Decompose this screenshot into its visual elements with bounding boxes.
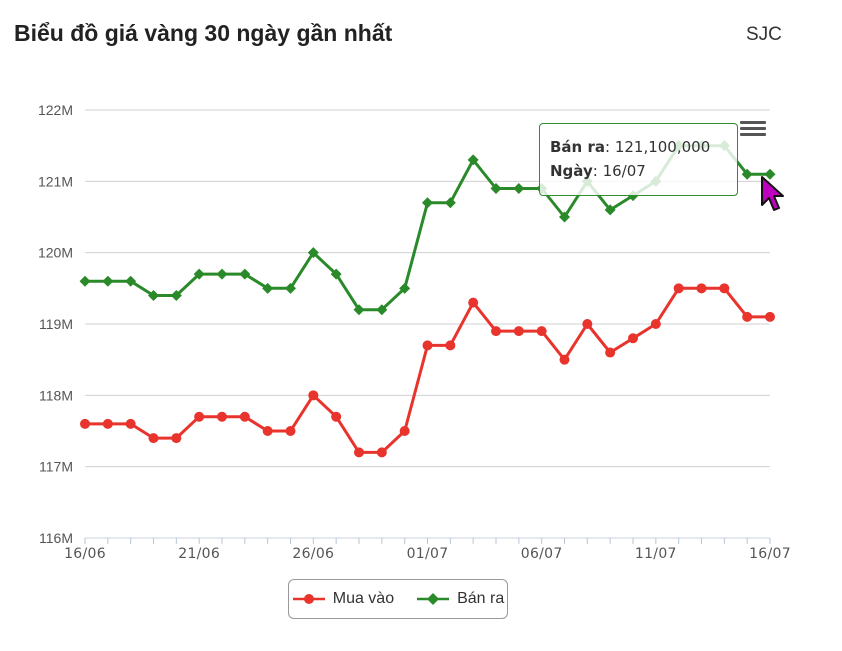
hamburger-menu-icon[interactable] bbox=[740, 118, 766, 138]
data-point-buy bbox=[376, 447, 387, 458]
x-tick-label: 01/07 bbox=[407, 546, 449, 562]
legend-item-buy[interactable]: Mua vào bbox=[292, 590, 394, 608]
data-point-sell bbox=[376, 304, 388, 316]
axis-layer: 116M 117M 118M 119M 120M 121M 122M 16/06 21/06 26… bbox=[38, 102, 791, 562]
y-tick-label: 119M bbox=[39, 316, 73, 332]
data-point-buy bbox=[262, 426, 273, 436]
brand-label: SJC bbox=[746, 24, 782, 45]
data-point-buy bbox=[171, 433, 182, 444]
data-point-buy bbox=[80, 418, 90, 429]
legend-item-sell[interactable]: Bán ra bbox=[416, 590, 504, 608]
legend-buy-label: Mua vào bbox=[332, 590, 395, 607]
data-point-buy bbox=[605, 347, 616, 358]
chart-legend: Mua vào Bán ra bbox=[288, 579, 508, 619]
data-point-buy bbox=[559, 354, 570, 365]
data-point-buy bbox=[673, 283, 684, 294]
mouse-pointer-icon bbox=[761, 176, 784, 211]
data-point-sell bbox=[216, 268, 228, 280]
data-point-sell bbox=[604, 204, 616, 216]
data-point-sell bbox=[102, 275, 114, 287]
data-point-sell bbox=[467, 154, 479, 166]
tooltip-date-row: Ngày: 16/07 bbox=[550, 162, 646, 180]
data-point-sell bbox=[262, 282, 274, 294]
data-point-buy bbox=[308, 390, 319, 401]
legend-sell-label: Bán ra bbox=[457, 590, 505, 607]
y-tick-label: 117M bbox=[39, 459, 73, 475]
y-tick-label: 121M bbox=[38, 173, 73, 189]
data-point-sell bbox=[330, 268, 342, 280]
x-tick-label: 16/07 bbox=[749, 546, 791, 562]
x-tick-label: 16/06 bbox=[64, 546, 106, 562]
data-point-sell bbox=[444, 197, 456, 209]
data-point-buy bbox=[742, 311, 753, 322]
data-point-buy bbox=[354, 447, 364, 458]
data-point-sell bbox=[307, 247, 319, 259]
y-tick-label: 118M bbox=[39, 387, 73, 403]
data-point-sell bbox=[285, 282, 296, 294]
data-point-buy bbox=[285, 426, 296, 436]
x-tick-label: 21/06 bbox=[178, 546, 220, 562]
tooltip-date-label: Ngày bbox=[550, 162, 593, 180]
data-point-sell bbox=[741, 168, 753, 180]
x-tick-label: 11/07 bbox=[635, 546, 677, 562]
data-point-buy bbox=[491, 326, 501, 337]
page-title: Biểu đồ giá vàng 30 ngày gần nhất bbox=[14, 20, 393, 46]
y-tick-label: 116M bbox=[39, 530, 73, 546]
legend-sell-marker-icon bbox=[417, 593, 450, 605]
data-point-buy bbox=[239, 411, 250, 422]
data-point-sell bbox=[148, 289, 159, 301]
data-point-buy bbox=[148, 433, 159, 444]
data-point-buy bbox=[765, 311, 775, 322]
data-point-sell bbox=[399, 282, 411, 294]
data-point-buy bbox=[102, 418, 113, 429]
data-point-sell bbox=[422, 197, 433, 209]
tooltip-series-row: Bán ra: 121,100,000 bbox=[550, 138, 711, 156]
data-point-sell bbox=[490, 182, 502, 194]
data-point-buy bbox=[422, 340, 433, 351]
data-point-buy bbox=[513, 326, 524, 337]
data-point-sell bbox=[79, 275, 91, 287]
legend-buy-marker-icon bbox=[292, 594, 325, 604]
data-point-buy bbox=[125, 418, 136, 429]
data-point-buy bbox=[445, 340, 456, 351]
x-tick-label: 26/06 bbox=[292, 546, 334, 562]
data-point-buy bbox=[696, 283, 707, 294]
data-point-buy bbox=[194, 411, 205, 422]
data-point-buy bbox=[468, 297, 479, 308]
data-point-buy bbox=[217, 411, 227, 422]
tooltip-date: 16/07 bbox=[602, 162, 646, 180]
tooltip-series-label: Bán ra bbox=[550, 138, 605, 156]
data-point-sell bbox=[170, 289, 182, 301]
x-tick-label: 06/07 bbox=[521, 546, 563, 562]
data-point-sell bbox=[353, 304, 365, 316]
data-point-buy bbox=[331, 411, 342, 422]
chart-tooltip: Bán ra: 121,100,000 Ngày: 16/07 bbox=[539, 123, 738, 196]
data-point-sell bbox=[559, 211, 570, 223]
data-point-sell bbox=[125, 275, 137, 287]
data-point-buy bbox=[399, 426, 410, 436]
data-point-buy bbox=[582, 319, 593, 329]
tooltip-value: 121,100,000 bbox=[614, 138, 711, 156]
data-point-buy bbox=[536, 326, 547, 337]
data-point-buy bbox=[719, 283, 730, 294]
y-tick-label: 120M bbox=[38, 245, 73, 261]
data-point-sell bbox=[764, 168, 776, 180]
data-point-sell bbox=[193, 268, 205, 280]
y-tick-label: 122M bbox=[38, 102, 73, 118]
data-point-buy bbox=[650, 319, 661, 329]
series-line-buy bbox=[85, 286, 770, 454]
data-point-buy bbox=[628, 333, 638, 344]
data-point-sell bbox=[513, 182, 525, 194]
data-point-sell bbox=[239, 268, 251, 280]
